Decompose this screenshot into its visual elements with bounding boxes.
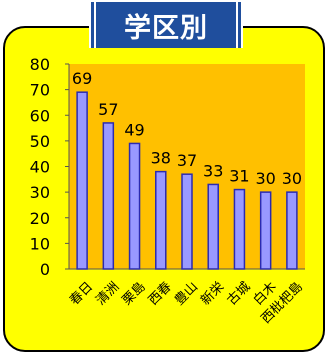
bar	[259, 191, 272, 270]
bars	[76, 91, 298, 270]
bar	[207, 183, 219, 270]
category-label: 古城	[224, 279, 253, 308]
y-tick-label: 0	[40, 260, 50, 279]
y-tick-label: 20	[30, 209, 50, 228]
data-label: 69	[72, 69, 92, 88]
data-label: 57	[98, 100, 118, 119]
bar	[155, 170, 167, 270]
data-labels: 69 57 49 38 37 33 31 30 30	[72, 69, 302, 188]
data-label: 30	[282, 169, 302, 188]
y-tick-label: 40	[30, 158, 50, 177]
data-label: 49	[124, 120, 144, 139]
bar	[102, 122, 115, 270]
category-label: 西春	[146, 279, 175, 308]
bar	[181, 173, 193, 270]
y-tick-label: 60	[30, 106, 50, 125]
data-label: 31	[229, 167, 249, 186]
data-label: 33	[203, 161, 223, 180]
y-axis: 0 10 20 30 40 50 60 70 80	[30, 55, 305, 279]
category-label: 栗島	[120, 279, 149, 308]
y-tick-label: 30	[30, 183, 50, 202]
category-label: 春日	[67, 279, 96, 308]
data-label: 38	[151, 149, 171, 168]
y-tick-label: 70	[30, 81, 50, 100]
bar	[76, 91, 88, 270]
category-label: 清洲	[93, 279, 122, 308]
y-tick-label: 10	[30, 234, 50, 253]
bar	[128, 142, 141, 270]
data-label: 30	[255, 169, 275, 188]
category-label: 豊山	[172, 279, 201, 308]
y-tick-label: 80	[30, 55, 50, 74]
bar	[233, 188, 246, 270]
data-label: 37	[177, 151, 197, 170]
chart-title: 学区別	[89, 2, 243, 48]
category-label: 新栄	[198, 279, 228, 309]
y-tick-label: 50	[30, 132, 50, 151]
bar	[286, 191, 298, 270]
